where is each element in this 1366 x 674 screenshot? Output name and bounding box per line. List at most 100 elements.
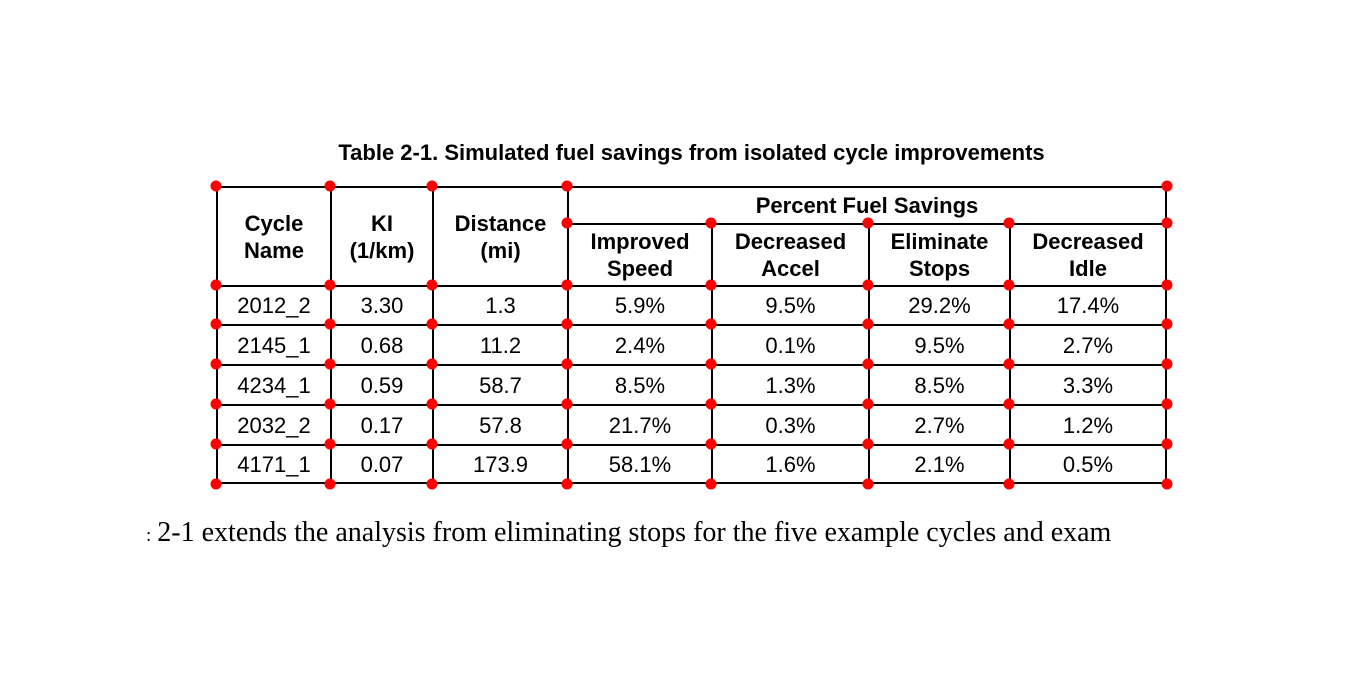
table-cell: 0.59	[332, 366, 432, 404]
grid-marker-dot	[210, 180, 222, 192]
grid-marker-dot	[426, 358, 438, 370]
col-header-ki: KI (1/km)	[332, 188, 432, 285]
grid-marker-dot	[1003, 478, 1015, 490]
grid-marker-dot	[1003, 217, 1015, 229]
table-cell: 173.9	[434, 446, 567, 482]
grid-marker-dot	[1161, 217, 1173, 229]
grid-marker-dot	[210, 279, 222, 291]
grid-marker-dot	[862, 279, 874, 291]
table-cell: 0.1%	[713, 326, 868, 364]
table-cell: 4234_1	[218, 366, 330, 404]
table-cell: 9.5%	[870, 326, 1009, 364]
table-cell: 8.5%	[870, 366, 1009, 404]
col-header-decreased-idle: Decreased Idle	[1011, 225, 1165, 285]
grid-marker-dot	[210, 478, 222, 490]
table-cell: 1.3	[434, 287, 567, 324]
table-cell: 57.8	[434, 406, 567, 444]
grid-marker-dot	[1161, 279, 1173, 291]
grid-marker-dot	[324, 398, 336, 410]
table-cell: 58.7	[434, 366, 567, 404]
table-cell: 2.1%	[870, 446, 1009, 482]
grid-marker-dot	[1003, 279, 1015, 291]
grid-marker-dot	[862, 398, 874, 410]
col-header-improved-speed: Improved Speed	[569, 225, 711, 285]
grid-marker-dot	[1003, 318, 1015, 330]
grid-marker-dot	[1161, 318, 1173, 330]
table-cell: 0.68	[332, 326, 432, 364]
grid-marker-dot	[324, 318, 336, 330]
table-grid: Cycle Name KI (1/km) Distance (mi) Perce…	[216, 186, 1167, 484]
grid-marker-dot	[324, 180, 336, 192]
table-cell: 0.07	[332, 446, 432, 482]
grid-marker-dot	[705, 318, 717, 330]
grid-marker-dot	[862, 358, 874, 370]
grid-marker-dot	[210, 398, 222, 410]
grid-marker-dot	[210, 438, 222, 450]
grid-marker-dot	[1003, 438, 1015, 450]
grid-marker-dot	[426, 398, 438, 410]
grid-marker-dot	[705, 398, 717, 410]
table-cell: 11.2	[434, 326, 567, 364]
grid-marker-dot	[1161, 398, 1173, 410]
table-cell: 58.1%	[569, 446, 711, 482]
table-cell: 2145_1	[218, 326, 330, 364]
grid-marker-dot	[561, 398, 573, 410]
table-cell: 1.2%	[1011, 406, 1165, 444]
table-cell: 0.17	[332, 406, 432, 444]
table-cell: 21.7%	[569, 406, 711, 444]
fuel-savings-table: Cycle Name KI (1/km) Distance (mi) Perce…	[210, 180, 1173, 490]
col-header-cycle-name: Cycle Name	[218, 188, 330, 285]
clipped-glyph: :	[146, 525, 152, 546]
body-text: :2-1 extends the analysis from eliminati…	[146, 516, 1111, 553]
grid-marker-dot	[862, 478, 874, 490]
table-cell: 0.3%	[713, 406, 868, 444]
grid-marker-dot	[561, 318, 573, 330]
grid-marker-dot	[1161, 358, 1173, 370]
table-cell: 3.3%	[1011, 366, 1165, 404]
grid-marker-dot	[561, 358, 573, 370]
grid-marker-dot	[426, 180, 438, 192]
table-cell: 0.5%	[1011, 446, 1165, 482]
table-cell: 2032_2	[218, 406, 330, 444]
grid-marker-dot	[561, 180, 573, 192]
grid-marker-dot	[1161, 180, 1173, 192]
table-caption: Table 2-1. Simulated fuel savings from i…	[338, 140, 1045, 165]
grid-marker-dot	[324, 438, 336, 450]
table-cell: 5.9%	[569, 287, 711, 324]
grid-marker-dot	[705, 217, 717, 229]
table-cell: 29.2%	[870, 287, 1009, 324]
col-header-distance: Distance (mi)	[434, 188, 567, 285]
grid-marker-dot	[561, 279, 573, 291]
grid-marker-dot	[705, 358, 717, 370]
grid-marker-dot	[705, 438, 717, 450]
grid-marker-dot	[1003, 398, 1015, 410]
grid-marker-dot	[324, 358, 336, 370]
grid-marker-dot	[561, 478, 573, 490]
grid-marker-dot	[705, 478, 717, 490]
table-cell: 17.4%	[1011, 287, 1165, 324]
grid-marker-dot	[705, 279, 717, 291]
table-cell: 1.6%	[713, 446, 868, 482]
grid-marker-dot	[210, 318, 222, 330]
grid-marker-dot	[426, 438, 438, 450]
grid-marker-dot	[1161, 478, 1173, 490]
grid-marker-dot	[210, 358, 222, 370]
table-cell: 2.7%	[1011, 326, 1165, 364]
grid-marker-dot	[1003, 358, 1015, 370]
grid-marker-dot	[561, 438, 573, 450]
table-cell: 2012_2	[218, 287, 330, 324]
table-cell: 8.5%	[569, 366, 711, 404]
grid-marker-dot	[862, 318, 874, 330]
grid-marker-dot	[862, 438, 874, 450]
grid-marker-dot	[324, 478, 336, 490]
table-cell: 3.30	[332, 287, 432, 324]
table-cell: 2.7%	[870, 406, 1009, 444]
col-header-decreased-accel: Decreased Accel	[713, 225, 868, 285]
table-cell: 1.3%	[713, 366, 868, 404]
grid-marker-dot	[324, 279, 336, 291]
grid-marker-dot	[426, 279, 438, 291]
table-cell: 4171_1	[218, 446, 330, 482]
grid-marker-dot	[862, 217, 874, 229]
group-header-percent-fuel-savings: Percent Fuel Savings	[569, 188, 1165, 223]
